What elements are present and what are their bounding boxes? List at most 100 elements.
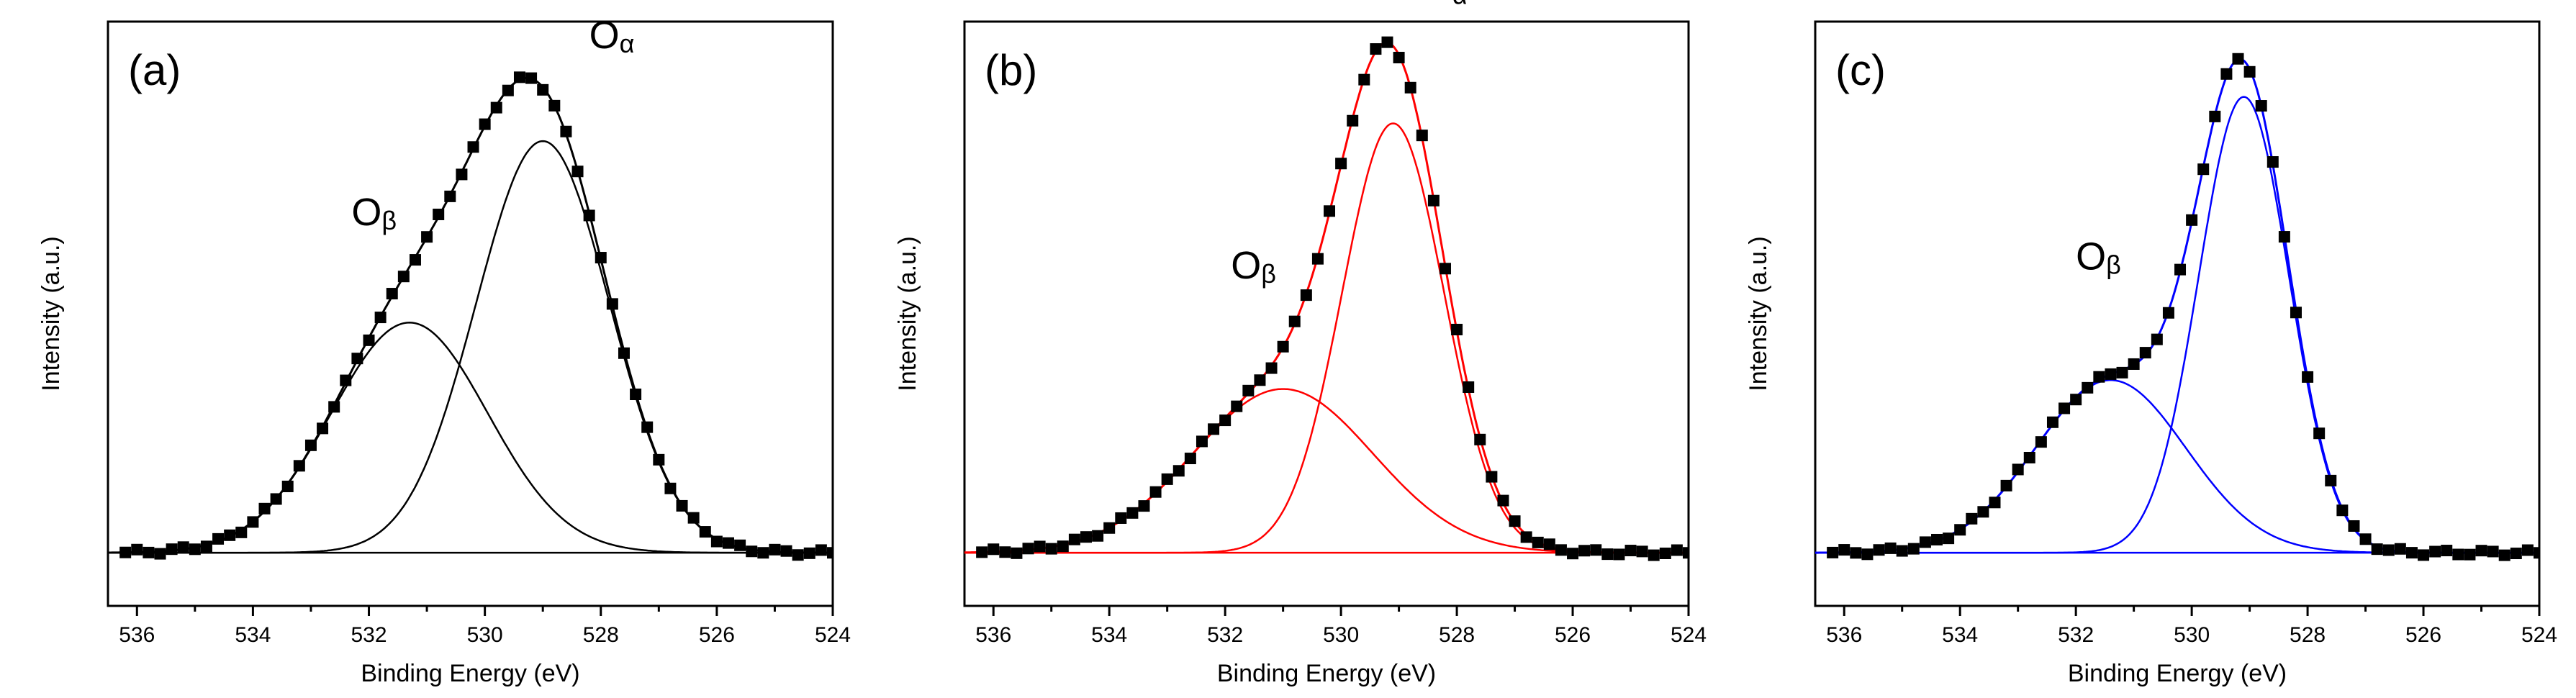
x-tick-label: 526 [1555, 623, 1591, 647]
data-marker [560, 125, 572, 137]
y-axis-label: Intensity (a.u.) [1745, 236, 1772, 391]
data-marker [1184, 453, 1196, 465]
data-marker [1231, 400, 1243, 412]
data-marker [1393, 52, 1405, 64]
chart-panel-b: 536 534 532 530 528 526 524 Binding Energy (eV)… [894, 0, 1707, 687]
data-marker [1196, 435, 1208, 448]
data-marker [1907, 543, 1920, 555]
x-tick-label: 530 [467, 623, 503, 647]
plot-frame [963, 20, 1690, 607]
data-marker [976, 546, 988, 558]
data-marker [317, 422, 329, 435]
data-marker [792, 549, 804, 561]
x-tick-label: 534 [1091, 623, 1127, 647]
data-marker [641, 421, 654, 433]
x-tick-label: 536 [975, 623, 1011, 647]
x-tick-label: 528 [583, 623, 619, 647]
data-marker [2475, 545, 2487, 557]
data-marker [328, 401, 340, 413]
data-marker [1861, 548, 1874, 561]
data-marker [1884, 542, 1897, 554]
x-tick-label: 528 [2290, 623, 2326, 647]
o-beta-peak-curve [964, 388, 1689, 554]
data-marker [281, 480, 294, 492]
data-marker [1300, 289, 1312, 302]
data-marker [177, 541, 189, 553]
data-marker [1265, 362, 1278, 374]
data-marker [2162, 307, 2174, 319]
data-marker [1335, 158, 1347, 170]
data-marker [154, 548, 166, 560]
data-marker [630, 388, 642, 400]
data-marker [1172, 465, 1185, 477]
x-axis-label: Binding Energy (eV) [361, 660, 579, 687]
data-marker [1427, 194, 1440, 207]
data-marker [757, 547, 769, 559]
data-marker [351, 353, 363, 365]
data-marker [2035, 436, 2047, 448]
data-marker [1989, 497, 2001, 509]
data-marker [2186, 214, 2198, 226]
x-tick-label: 524 [2521, 623, 2557, 647]
data-marker [374, 312, 387, 324]
data-marker [1451, 323, 1463, 335]
data-marker [1126, 507, 1139, 519]
data-marker [2151, 333, 2163, 345]
data-marker [1966, 512, 1978, 525]
data-marker [2521, 544, 2534, 556]
data-marker [166, 543, 178, 556]
plot-frame [1814, 20, 2541, 607]
data-marker [2267, 156, 2279, 168]
data-marker [2174, 263, 2187, 276]
data-marker [1115, 512, 1127, 524]
data-marker [1624, 545, 1637, 557]
x-axis-label: Binding Energy (eV) [1217, 660, 1436, 687]
data-marker [699, 526, 711, 538]
data-marker [1277, 340, 1289, 353]
data-marker [1045, 543, 1057, 555]
data-marker [1439, 263, 1451, 275]
data-marker [2510, 548, 2522, 560]
data-marker [710, 535, 723, 548]
data-marker [2498, 549, 2511, 561]
data-marker [1919, 536, 1931, 548]
data-marker [1555, 544, 1567, 556]
data-marker [1520, 531, 1532, 543]
o-alpha-annotation: Oα [1422, 0, 1468, 9]
data-marker [1161, 473, 1173, 485]
data-marker [2116, 366, 2128, 379]
data-marker [2093, 371, 2105, 383]
o-alpha-peak-curve [964, 122, 1689, 554]
data-marker [502, 84, 514, 96]
data-marker [258, 502, 271, 515]
data-marker [2325, 474, 2337, 486]
data-marker [1358, 73, 1370, 86]
data-marker [270, 493, 282, 505]
data-marker [397, 271, 410, 283]
data-marker [803, 547, 815, 559]
o-beta-peak-curve [1815, 379, 2539, 554]
data-marker [1149, 486, 1162, 498]
data-marker [2082, 381, 2094, 394]
data-marker [1288, 315, 1301, 327]
data-marker [2405, 547, 2418, 559]
chart-panel-a: 536 534 532 530 528 526 524 Binding Energy (eV)… [37, 14, 851, 687]
data-marker [1873, 544, 1885, 556]
data-marker [2070, 394, 2082, 406]
data-marker [1671, 544, 1683, 556]
data-marker [1022, 543, 1034, 555]
data-marker [2336, 504, 2349, 517]
x-tick-label: 536 [1826, 623, 1862, 647]
data-marker [999, 546, 1011, 558]
plot-area [108, 71, 833, 561]
data-marker [1567, 548, 1579, 560]
data-marker [548, 99, 561, 112]
data-marker [304, 439, 317, 451]
x-tick-label: 532 [2058, 623, 2094, 647]
data-marker [1034, 540, 1046, 553]
o-beta-annotation: Oβ [1231, 244, 1276, 289]
panel-label: (a) [128, 46, 181, 94]
data-marker [1850, 547, 1862, 559]
x-axis-label: Binding Energy (eV) [2068, 660, 2287, 687]
